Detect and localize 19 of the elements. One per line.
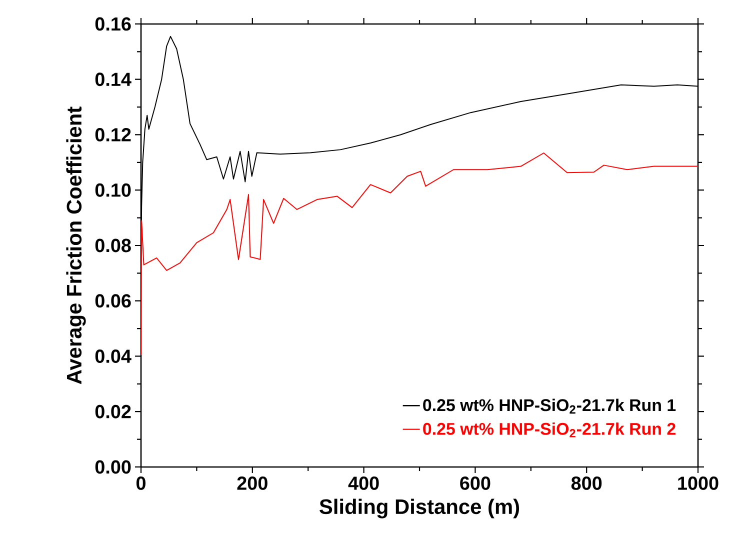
y-axis-title: Average Friction Coefficient xyxy=(66,106,86,384)
y-tick-label: 0.02 xyxy=(95,404,131,418)
y-tick-label: 0.16 xyxy=(95,17,131,31)
legend-label: 0.25 wt% HNP-SiO$_{2}$-21.7k Run 1 xyxy=(423,398,676,414)
y-tick-label: 0.10 xyxy=(95,183,131,197)
x-tick-label: 200 xyxy=(237,476,268,490)
y-tick-label: 0.14 xyxy=(95,72,132,86)
x-tick-label: 1000 xyxy=(678,476,718,490)
y-tick-label: 0.12 xyxy=(95,128,131,142)
x-tick-label: 400 xyxy=(348,476,379,490)
y-tick-label: 0.08 xyxy=(95,238,131,252)
legend-label: 0.25 wt% HNP-SiO$_{2}$-21.7k Run 2 xyxy=(423,422,676,438)
y-tick-label: 0.00 xyxy=(95,460,131,474)
y-tick-label: 0.04 xyxy=(95,350,132,363)
y-tick-label: 0.06 xyxy=(95,294,131,308)
x-tick-label: 800 xyxy=(571,476,602,490)
x-tick-label: 600 xyxy=(460,476,490,490)
x-tick-label: 0 xyxy=(136,476,146,490)
x-axis-title: Sliding Distance (m) xyxy=(320,498,520,518)
